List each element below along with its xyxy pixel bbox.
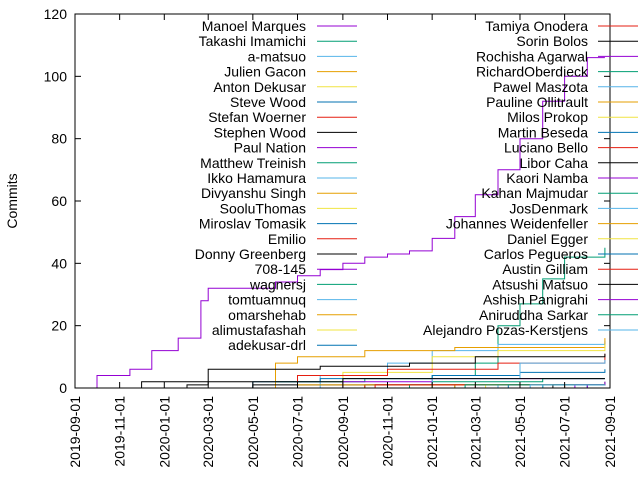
y-tick-label: 20 [51, 318, 67, 334]
legend-label: Ashish Panigrahi [483, 292, 588, 308]
legend-label: Miroslav Tomasik [199, 216, 307, 232]
x-tick-label: 2019-11-01 [112, 396, 128, 467]
series-line [263, 378, 605, 389]
legend-label: Takashi Imamichi [199, 33, 306, 49]
y-tick-label: 100 [44, 68, 68, 84]
x-tick-label: 2020-07-01 [290, 396, 306, 468]
legend-label: Manoel Marques [202, 18, 306, 34]
legend-label: Julien Gacon [224, 64, 306, 80]
legend-label: Milos Prokop [507, 109, 588, 125]
x-tick-label: 2021-05-01 [512, 396, 528, 468]
legend-label: Atsushi Matsuo [492, 276, 588, 292]
legend-label: Luciano Bello [504, 140, 588, 156]
legend-label: Matthew Treinish [200, 155, 306, 171]
x-tick-label: 2020-03-01 [200, 396, 216, 468]
series-line [75, 57, 605, 389]
legend-label: a-matsuo [248, 48, 307, 64]
legend-label: Stephen Wood [214, 124, 306, 140]
x-tick-label: 2020-05-01 [245, 396, 261, 468]
legend-label: Johannes Weidenfeller [446, 216, 589, 232]
x-tick-label: 2019-09-01 [67, 396, 83, 468]
legend-label: omarshehab [228, 307, 306, 323]
series-line [252, 338, 606, 389]
series-line [141, 353, 606, 389]
x-tick-label: 2021-07-01 [557, 396, 573, 468]
x-tick-label: 2020-09-01 [335, 396, 351, 468]
legend-label: Rochisha Agarwal [476, 48, 588, 64]
legend-label: SooluThomas [220, 200, 306, 216]
legend-label: Kahan Majmudar [481, 185, 588, 201]
legend-label: Donny Greenberg [195, 246, 306, 262]
y-tick-label: 120 [44, 6, 68, 22]
legend-label: JosDenmark [509, 200, 589, 216]
legend-label: Emilio [268, 231, 306, 247]
legend-label: Paul Nation [234, 140, 306, 156]
series-line [387, 359, 606, 389]
x-tick-label: 2021-01-01 [424, 396, 440, 468]
y-tick-label: 80 [51, 131, 67, 147]
x-tick-label: 2021-09-01 [602, 396, 618, 468]
axes: 0 20 40 60 80 100 120 2019-09-01 2019-11-01 2020-… [44, 6, 618, 468]
y-tick-label: 40 [51, 255, 67, 271]
legend-label: RichardOberdieck [476, 64, 589, 80]
legend-label: Ikko Hamamura [207, 170, 306, 186]
x-tick-label: 2020-11-01 [380, 396, 396, 467]
x-tick-label: 2020-01-01 [156, 396, 172, 468]
legend-label: Austin Gilliam [502, 261, 588, 277]
legend-label: Steve Wood [230, 94, 306, 110]
legend-label: Daniel Egger [507, 231, 588, 247]
legend-label: Sorin Bolos [516, 33, 588, 49]
legend-label: Divyanshu Singh [201, 185, 306, 201]
legend-label: Aniruddha Sarkar [479, 307, 588, 323]
series-line [119, 378, 605, 389]
legend-label: adekusar-drl [228, 337, 306, 353]
legend-label: Libor Caha [520, 155, 589, 171]
legend-label: Anton Dekusar [213, 79, 306, 95]
legend-label: Kaori Namba [506, 170, 588, 186]
x-tick-label: 2021-03-01 [467, 396, 483, 468]
series-line [252, 378, 605, 389]
y-axis-label: Commits [4, 173, 20, 228]
legend-label: wagnersj [249, 276, 306, 292]
legend-label: tomtuamnuq [228, 292, 306, 308]
legend-label: alimustafashah [212, 322, 306, 338]
legend-label: Alejandro Pozas-Kerstjens [423, 322, 588, 338]
legend-label: Carlos Pegueros [484, 246, 588, 262]
legend-label: 708-145 [255, 261, 307, 277]
series-line [230, 353, 606, 389]
y-tick-label: 60 [51, 193, 67, 209]
y-tick-label: 0 [59, 380, 67, 396]
legend-label: Stefan Woerner [208, 109, 306, 125]
legend-label: Pawel Maszota [493, 79, 588, 95]
legend-label: Martin Beseda [498, 124, 588, 140]
legend-label: Pauline Ollitrault [486, 94, 588, 110]
legend-label: Tamiya Onodera [485, 18, 588, 34]
